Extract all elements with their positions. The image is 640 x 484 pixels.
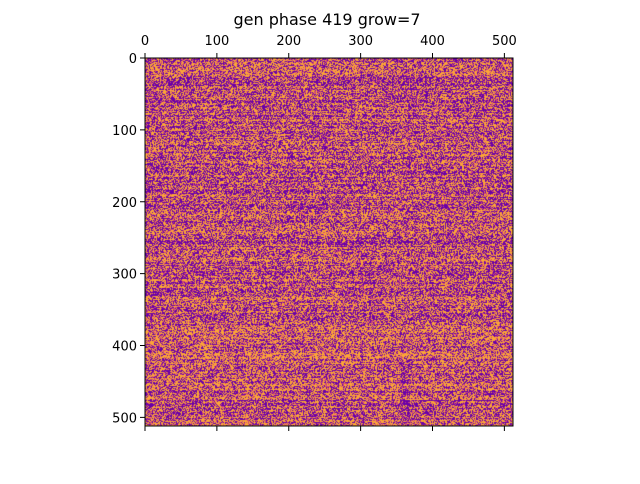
y-tick-label-0: 0 bbox=[129, 52, 137, 67]
x-tick-label-3: 300 bbox=[348, 34, 373, 49]
heatmap-container bbox=[145, 58, 513, 426]
x-tick-label-0: 0 bbox=[141, 34, 149, 49]
y-tick-label-5: 500 bbox=[112, 411, 137, 426]
y-tick-label-4: 400 bbox=[112, 340, 137, 355]
x-tick-label-1: 100 bbox=[204, 34, 229, 49]
chart-title: gen phase 419 grow=7 bbox=[233, 10, 420, 29]
y-tick-label-3: 300 bbox=[112, 268, 137, 283]
x-tick-label-5: 500 bbox=[492, 34, 517, 49]
y-ticks: 0 100 200 300 400 500 bbox=[112, 52, 145, 426]
y-tick-label-2: 200 bbox=[112, 196, 137, 211]
x-tick-label-4: 400 bbox=[420, 34, 445, 49]
x-tick-label-2: 200 bbox=[276, 34, 301, 49]
heatmap-image bbox=[145, 58, 513, 426]
y-tick-label-1: 100 bbox=[112, 124, 137, 139]
